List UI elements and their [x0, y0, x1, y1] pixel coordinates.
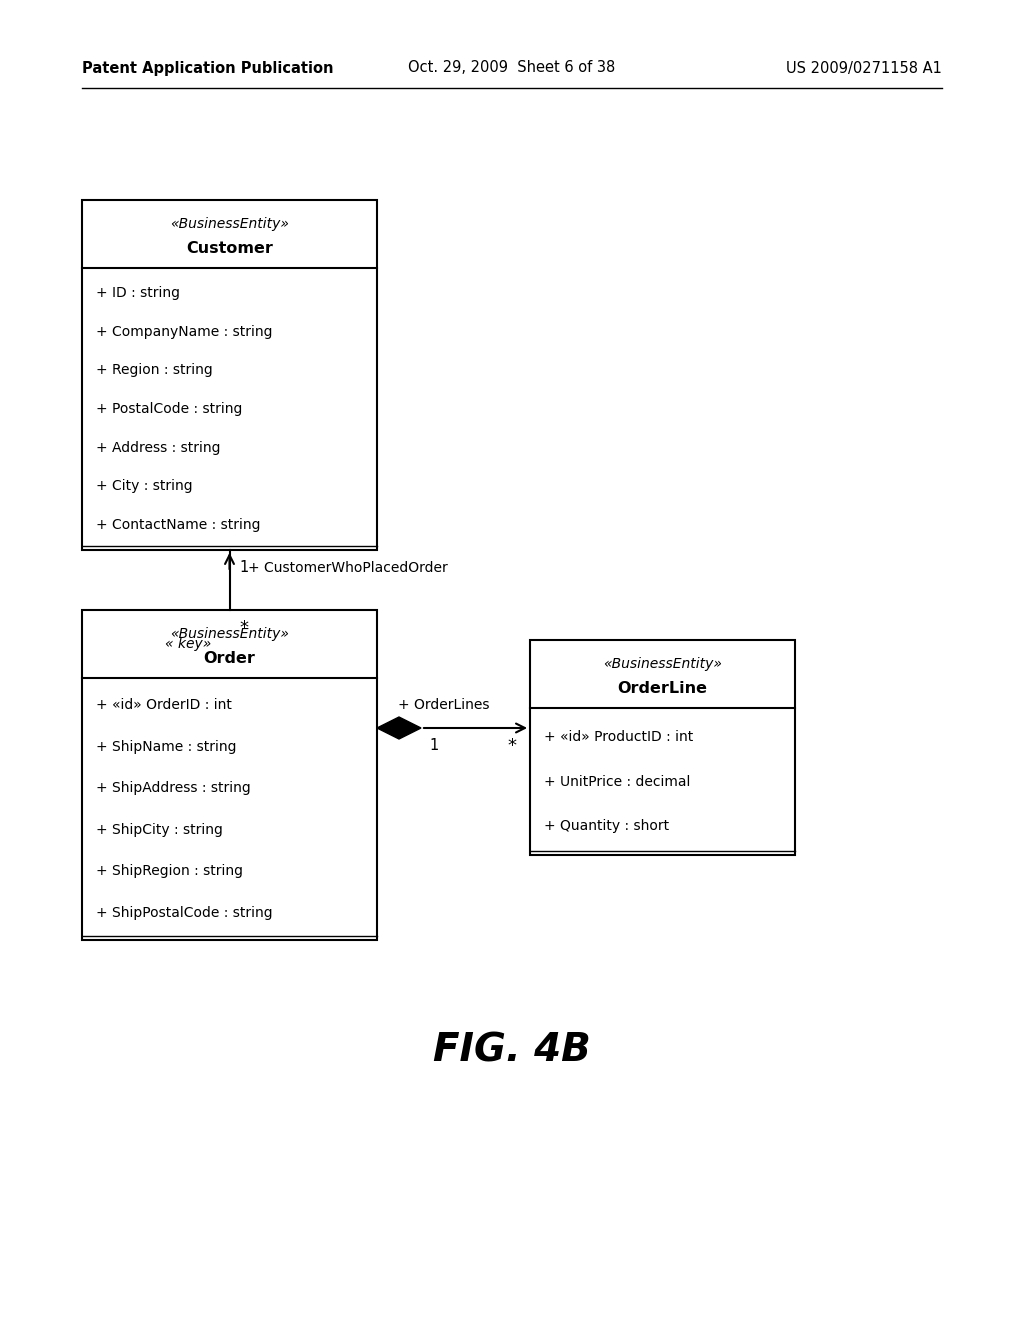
Text: + Region : string: + Region : string [96, 363, 213, 378]
Text: Customer: Customer [186, 242, 273, 256]
Bar [82, 610, 377, 940]
Text: «BusinessEntity»: «BusinessEntity» [170, 627, 289, 640]
Bar [82, 201, 377, 550]
Text: 1: 1 [429, 738, 438, 754]
Text: *: * [507, 737, 516, 755]
Text: + ID : string: + ID : string [96, 286, 180, 300]
Text: OrderLine: OrderLine [617, 681, 708, 697]
Text: + ShipAddress : string: + ShipAddress : string [96, 781, 251, 795]
Text: US 2009/0271158 A1: US 2009/0271158 A1 [786, 61, 942, 75]
Text: + Address : string: + Address : string [96, 441, 220, 454]
Text: + «id» ProductID : int: + «id» ProductID : int [544, 730, 693, 744]
Text: FIG. 4B: FIG. 4B [433, 1031, 591, 1069]
Text: Order: Order [204, 652, 255, 667]
Text: « key»: « key» [165, 638, 212, 651]
Text: + Quantity : short: + Quantity : short [544, 818, 669, 833]
Text: + City : string: + City : string [96, 479, 193, 494]
Text: 1: 1 [240, 561, 249, 576]
Text: + PostalCode : string: + PostalCode : string [96, 403, 243, 416]
Text: «BusinessEntity»: «BusinessEntity» [170, 216, 289, 231]
Text: + ShipName : string: + ShipName : string [96, 739, 237, 754]
Text: + ContactName : string: + ContactName : string [96, 517, 260, 532]
Text: Patent Application Publication: Patent Application Publication [82, 61, 334, 75]
Text: + ShipPostalCode : string: + ShipPostalCode : string [96, 906, 272, 920]
Polygon shape [377, 717, 421, 739]
Text: + UnitPrice : decimal: + UnitPrice : decimal [544, 775, 690, 788]
Text: Oct. 29, 2009  Sheet 6 of 38: Oct. 29, 2009 Sheet 6 of 38 [409, 61, 615, 75]
Text: + ShipCity : string: + ShipCity : string [96, 822, 223, 837]
Bar [530, 640, 795, 855]
Text: «BusinessEntity»: «BusinessEntity» [603, 657, 722, 671]
Text: + ShipRegion : string: + ShipRegion : string [96, 865, 243, 878]
Text: + «id» OrderID : int: + «id» OrderID : int [96, 698, 231, 711]
Text: + CompanyName : string: + CompanyName : string [96, 325, 272, 339]
Text: *: * [240, 619, 249, 638]
Text: + OrderLines: + OrderLines [397, 698, 489, 711]
Text: + CustomerWhoPlacedOrder: + CustomerWhoPlacedOrder [248, 561, 447, 576]
